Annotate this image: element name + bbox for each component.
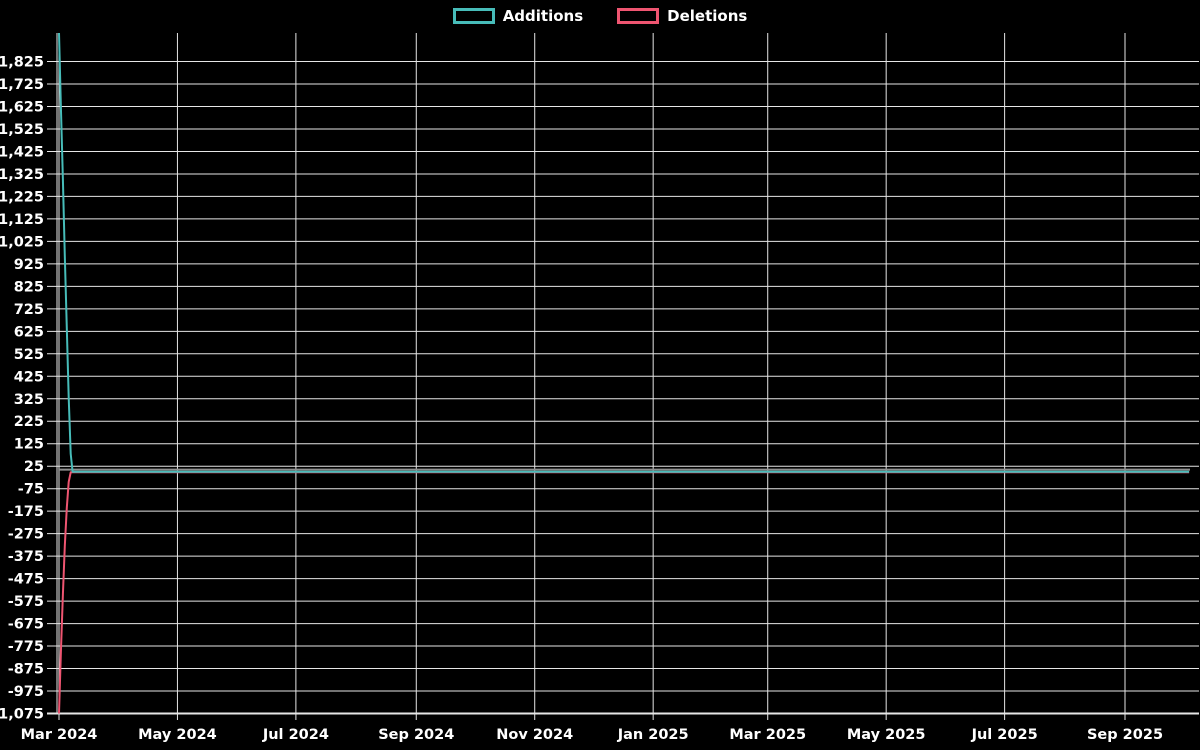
x-tick-label: Nov 2024	[496, 727, 573, 743]
y-tick-label: 925	[14, 257, 44, 273]
y-tick-label: 1,025	[0, 234, 44, 250]
y-tick-label: -75	[18, 482, 44, 498]
y-tick-label: 825	[14, 279, 44, 295]
additions-line	[58, 32, 1190, 473]
deletions-swatch-icon	[617, 8, 660, 24]
y-tick-label: 1,625	[0, 100, 44, 116]
legend-item-additions[interactable]: Additions	[452, 6, 584, 25]
x-tick-label: Mar 2024	[21, 727, 98, 743]
y-tick-label: 725	[14, 302, 44, 318]
y-tick-label: 1,125	[0, 212, 44, 228]
x-tick-label: Sep 2025	[1087, 727, 1163, 743]
y-tick-label: 125	[14, 437, 44, 453]
y-tick-label: 625	[14, 324, 44, 340]
y-tick-label: 1,225	[0, 189, 44, 205]
x-tick-label: Mar 2025	[729, 727, 806, 743]
y-tick-label: 325	[14, 392, 44, 408]
y-tick-label: -1,075	[0, 707, 44, 723]
x-tick-label: Jan 2025	[617, 727, 689, 743]
y-tick-label: 425	[14, 369, 44, 385]
y-tick-label: 1,725	[0, 77, 44, 93]
legend-item-deletions[interactable]: Deletions	[617, 8, 747, 24]
y-tick-label: 1,525	[0, 122, 44, 138]
x-tick-label: May 2025	[847, 727, 926, 743]
y-tick-label: -975	[8, 684, 44, 700]
y-tick-label: -375	[8, 549, 44, 565]
y-tick-label: 525	[14, 347, 44, 363]
y-tick-label: -675	[8, 617, 44, 633]
y-tick-label: -175	[8, 504, 44, 520]
x-tick-label: May 2024	[138, 727, 217, 743]
legend-label-additions: Additions	[502, 6, 584, 25]
x-tick-label: Sep 2024	[378, 727, 454, 743]
y-tick-label: 225	[14, 414, 44, 430]
y-tick-label: 1,825	[0, 55, 44, 71]
y-tick-label: -775	[8, 639, 44, 655]
legend-label-deletions: Deletions	[667, 6, 748, 25]
y-tick-label: 25	[24, 459, 44, 475]
additions-swatch-icon	[452, 8, 495, 24]
y-tick-label: 1,425	[0, 144, 44, 160]
y-tick-label: -875	[8, 662, 44, 678]
y-tick-label: 1,325	[0, 167, 44, 183]
y-tick-label: -475	[8, 572, 44, 588]
y-tick-label: -575	[8, 594, 44, 610]
y-tick-label: -275	[8, 527, 44, 543]
x-tick-label: Jul 2024	[262, 727, 329, 743]
chart-legend: Additions Deletions	[0, 8, 1200, 24]
deletions-line	[58, 471, 1190, 714]
x-tick-label: Jul 2025	[971, 727, 1038, 743]
